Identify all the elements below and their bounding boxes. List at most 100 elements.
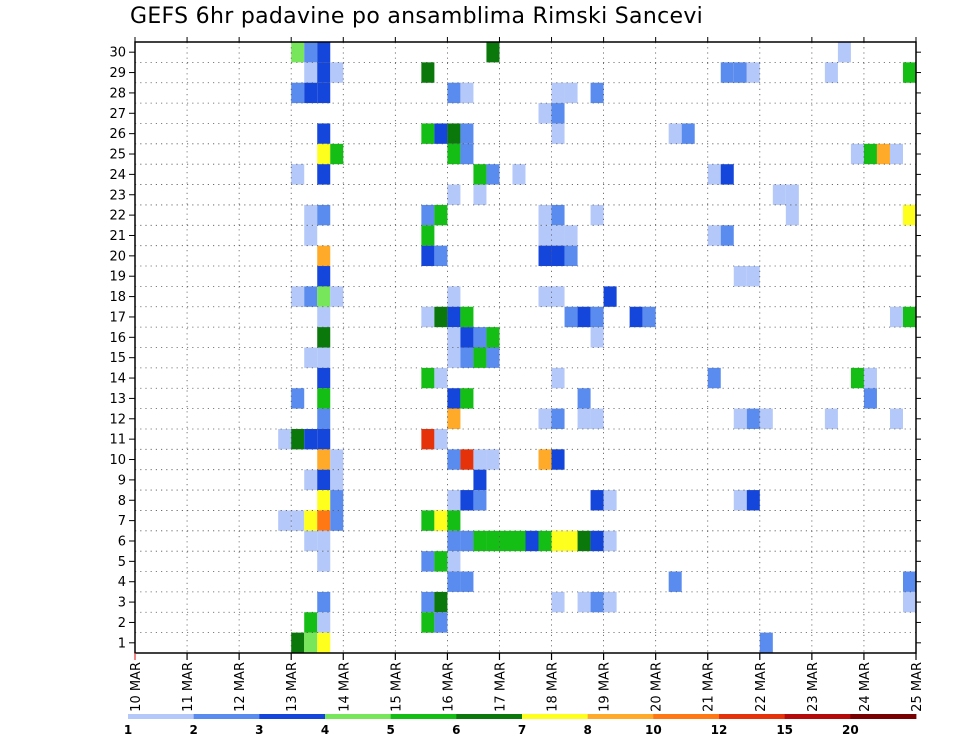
x-tick-label: 20 MAR (650, 662, 665, 712)
y-tick-label: 11 (109, 433, 126, 448)
colorbar-label: 15 (776, 723, 793, 737)
precip-cell (304, 612, 318, 633)
chart-title: GEFS 6hr padavine po ansamblima Rimski S… (130, 4, 704, 29)
colorbar-label: 2 (189, 723, 197, 737)
precip-cell (317, 306, 331, 328)
precip-cell (863, 143, 877, 165)
precip-cell (434, 612, 448, 633)
precip-cell (759, 408, 773, 429)
precip-cell (668, 123, 682, 144)
y-tick-label: 21 (109, 229, 126, 244)
y-tick-label: 26 (109, 127, 126, 142)
y-tick-label: 17 (109, 310, 126, 325)
precip-cell (902, 571, 916, 592)
y-tick-label: 15 (109, 351, 126, 366)
precip-cell (317, 266, 331, 287)
precip-cell (460, 347, 474, 368)
colorbar-swatch (587, 714, 654, 719)
precip-cell (720, 225, 734, 246)
precip-cell (434, 551, 448, 572)
precip-cell (421, 204, 435, 226)
precip-cell (421, 551, 435, 572)
x-tick-label: 18 MAR (546, 662, 561, 712)
y-tick-label: 6 (118, 534, 126, 549)
precip-cell (304, 62, 318, 83)
precip-cell (473, 164, 487, 185)
x-tick-label: 13 MAR (285, 662, 300, 712)
precip-cell (291, 42, 305, 63)
precip-cell (668, 571, 682, 592)
precip-cell (551, 225, 565, 246)
y-tick-label: 18 (109, 290, 126, 305)
y-tick-label: 1 (118, 636, 126, 651)
precip-cell (551, 449, 565, 470)
precip-cell (785, 184, 799, 205)
precip-cell (577, 591, 591, 613)
precip-cell (603, 530, 617, 552)
precip-cell (707, 367, 721, 389)
colorbar-swatch (653, 714, 720, 719)
precip-cell (720, 164, 734, 185)
precip-cell (447, 327, 461, 348)
y-tick-label: 27 (109, 107, 126, 122)
precip-cell (460, 327, 474, 348)
y-tick-label: 20 (109, 249, 126, 264)
precip-cell (538, 245, 552, 267)
precip-cell (447, 510, 461, 531)
data-cells (278, 42, 916, 653)
precip-cell (304, 632, 318, 653)
precip-cell (317, 82, 331, 104)
precip-cell (707, 164, 721, 185)
precip-cell (460, 82, 474, 104)
y-tick-label: 10 (109, 453, 126, 468)
precip-cell (863, 388, 877, 409)
plot-frame (134, 41, 917, 654)
precip-cell (317, 204, 331, 226)
precip-cell (577, 408, 591, 429)
precip-cell (460, 490, 474, 511)
precip-cell (447, 551, 461, 572)
precip-cell (317, 367, 331, 389)
precip-cell (434, 510, 448, 531)
colorbar-label: 7 (518, 723, 526, 737)
precip-cell (603, 591, 617, 613)
precip-cell (434, 428, 448, 450)
precip-cell (421, 612, 435, 633)
precip-cell (473, 184, 487, 205)
x-tick-label: 25 MAR (910, 662, 925, 712)
precip-cell (564, 530, 578, 552)
colorbar-swatch (259, 714, 326, 719)
precip-cell (330, 286, 344, 307)
precip-cell (317, 143, 331, 165)
precip-cell (317, 388, 331, 409)
x-tick-label: 19 MAR (598, 662, 613, 712)
precip-cell (330, 143, 344, 165)
colorbar-label: 4 (321, 723, 329, 737)
precip-cell (590, 82, 604, 104)
precip-cell (421, 225, 435, 246)
y-axis: 1234567891011121314151617181920212223242… (109, 46, 921, 651)
precip-cell (421, 428, 435, 450)
precip-cell (538, 103, 552, 124)
colorbar-swatch (193, 714, 260, 719)
precip-cell (447, 449, 461, 470)
precip-cell (447, 571, 461, 592)
precip-cell (590, 204, 604, 226)
precip-cell (564, 306, 578, 328)
colorbar-swatch (522, 714, 589, 719)
precip-cell (291, 164, 305, 185)
x-tick-label: 23 MAR (806, 662, 821, 712)
precip-cell (330, 62, 344, 83)
precip-cell (642, 306, 656, 328)
precip-cell (460, 530, 474, 552)
precip-cell (317, 123, 331, 144)
precip-cell (447, 408, 461, 429)
precip-cell (837, 42, 851, 63)
y-tick-label: 24 (109, 168, 126, 183)
precip-cell (759, 632, 773, 653)
precip-cell (291, 428, 305, 450)
precip-cell (460, 449, 474, 470)
precip-cell (421, 306, 435, 328)
precip-cell (551, 245, 565, 267)
y-tick-label: 8 (118, 494, 126, 509)
